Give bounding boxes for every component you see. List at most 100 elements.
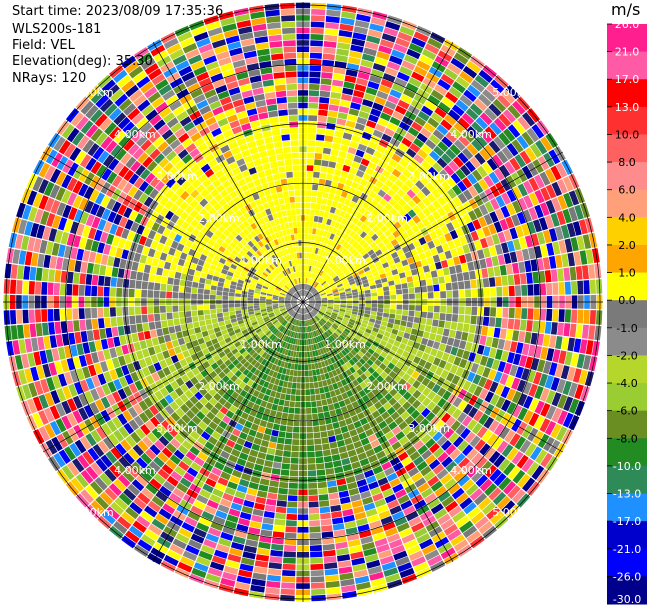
range-gate-cell [166,305,173,313]
range-gate-cell [527,308,534,320]
range-gate-cell [414,311,421,318]
range-gate-cell [307,146,315,153]
range-gate-cell [493,423,505,436]
range-gate-cell [303,277,305,284]
range-gate-cell [282,570,296,577]
range-gate-cell [416,330,424,338]
range-gate-cell [253,305,260,309]
range-gate-cell [461,369,470,380]
range-gate-cell [357,312,364,317]
range-gate-cell [493,221,503,233]
range-gate-cell [343,250,350,257]
range-gate-cell [117,326,125,336]
range-gate-cell [372,371,380,379]
range-gate-cell [464,431,476,444]
range-gate-cell [450,57,465,70]
range-gate-cell [444,250,453,260]
range-gate-cell [336,281,342,286]
range-gate-cell [306,426,313,433]
range-gate-cell [377,189,387,198]
range-gate-cell [133,341,142,352]
range-gate-cell [414,116,427,127]
range-gate-cell [380,257,387,265]
range-gate-cell [341,320,348,326]
range-gate-cell [197,293,204,300]
range-gate-cell [488,140,501,154]
range-gate-cell [437,397,447,408]
range-gate-cell [450,346,459,356]
range-gate-cell [415,293,422,299]
range-gate-cell [172,312,179,319]
range-gate-cell [319,291,326,295]
range-gate-cell [304,233,309,240]
range-gate-cell [354,83,367,93]
range-gate-cell [287,413,294,420]
range-gate-cell [209,294,216,300]
range-gate-cell [169,263,178,272]
range-gate-cell [107,255,115,267]
range-gate-cell [323,556,337,563]
range-gate-cell [352,272,359,278]
range-gate-cell [394,105,407,115]
range-gate-cell [514,285,522,296]
range-gate-cell [91,285,98,297]
range-gate-cell [396,71,410,82]
range-gate-cell [524,235,534,248]
range-gate-cell [348,255,355,262]
range-gate-cell [530,357,540,371]
range-gate-cell [141,281,148,290]
range-gate-cell [323,141,333,149]
range-gate-cell [428,332,437,341]
range-gate-cell [412,215,421,224]
range-gate-cell [417,211,426,221]
range-gate-cell [401,20,417,31]
range-gate-cell [424,271,432,279]
range-gate-cell [253,566,268,574]
range-gate-cell [329,187,337,195]
range-gate-cell [471,121,484,134]
range-gate-cell [438,359,447,369]
range-gate-cell [551,197,562,212]
range-gate-cell [499,264,507,276]
range-gate-cell [318,103,329,110]
range-gate-cell [315,296,321,300]
range-gate-cell [206,324,214,330]
range-gate-cell [470,279,477,289]
range-gate-cell [321,437,329,444]
range-gate-cell [41,309,48,322]
range-gate-cell [393,340,401,348]
range-gate-cell [326,278,333,283]
range-gate-cell [530,259,538,272]
range-gate-cell [265,498,277,506]
range-gate-cell [563,396,574,412]
range-gate-cell [357,284,364,289]
range-gate-cell [297,370,302,377]
range-gate-cell [311,582,325,589]
range-gate-cell [305,284,308,290]
range-gate-cell [363,93,376,102]
range-gate-cell [457,400,468,412]
range-gate-cell [516,379,527,393]
range-gate-cell [484,464,497,478]
range-gate-cell [283,444,292,451]
range-gate-cell [532,219,542,233]
range-gate-cell [179,311,186,318]
range-gate-cell [329,98,341,106]
range-gate-cell [309,303,315,306]
range-gate-cell [481,326,489,336]
range-gate-cell [372,351,380,359]
range-gate-cell [381,321,388,327]
range-gate-cell [517,116,531,131]
range-gate-cell [307,265,310,272]
range-gate-cell [583,280,590,294]
range-gate-cell [310,21,325,28]
range-gate-cell [416,403,426,414]
range-gate-cell [473,410,484,422]
range-gate-cell [572,221,582,236]
range-gate-cell [308,364,312,370]
range-gate-cell [390,294,397,300]
range-gate-cell [455,366,464,377]
range-gate-cell [309,299,315,302]
range-gate-cell [488,420,500,433]
range-gate-cell [321,160,329,167]
